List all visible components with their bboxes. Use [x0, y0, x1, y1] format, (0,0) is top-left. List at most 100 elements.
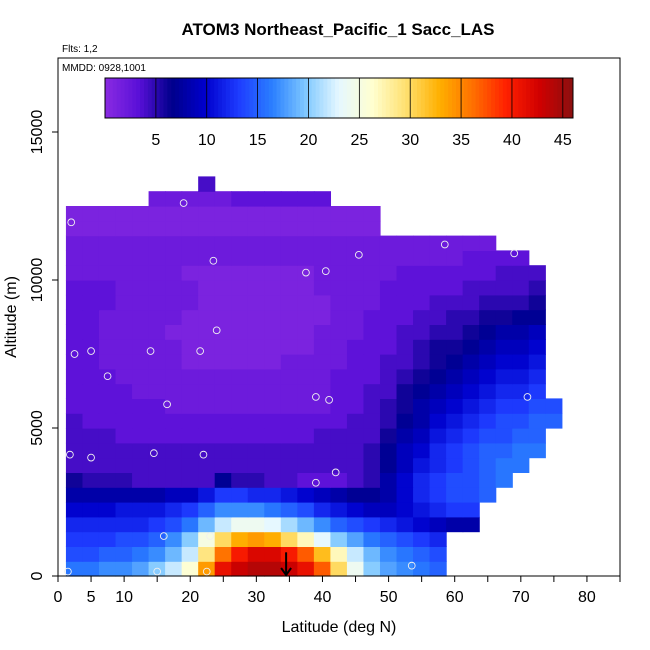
heatmap-cell [165, 516, 183, 533]
sample-point [212, 326, 221, 335]
heatmap-cell [429, 250, 447, 266]
heatmap-cell [528, 442, 546, 459]
heatmap-cell [132, 250, 150, 266]
heatmap-cell [495, 309, 513, 325]
heatmap-cell [495, 413, 513, 429]
heatmap-cell [413, 516, 431, 533]
colorbar-swatch [233, 78, 239, 118]
heatmap-cell [313, 191, 332, 207]
heatmap-cell [214, 324, 232, 340]
heatmap-cell [429, 457, 447, 473]
heatmap-cell [198, 191, 216, 207]
heatmap-cell [148, 220, 166, 237]
heatmap-cell [165, 531, 183, 547]
y-tick-label: 0 [29, 571, 46, 580]
heatmap-cell [429, 354, 447, 370]
colorbar-swatch [502, 78, 508, 118]
heatmap-cell [165, 191, 183, 207]
heatmap-cell [330, 472, 348, 488]
heatmap-cell [198, 280, 216, 296]
heatmap-cell [330, 487, 348, 503]
heatmap-cell [413, 428, 431, 444]
sample-point [209, 256, 218, 265]
heatmap-cell [280, 265, 298, 281]
x-tick-label: 10 [115, 589, 133, 606]
y-tick-label: 15000 [29, 110, 46, 155]
heatmap-cell [98, 309, 117, 325]
heatmap-cell [346, 428, 365, 444]
colorbar-swatch [370, 78, 375, 118]
heatmap-cell [115, 324, 133, 340]
heatmap-cell [165, 309, 183, 325]
heatmap-cell [313, 324, 332, 340]
heatmap-cell [379, 516, 398, 533]
heatmap-cell [379, 398, 398, 414]
heatmap-cell [115, 354, 133, 370]
heatmap-cell [214, 413, 232, 429]
heatmap-cell [231, 531, 249, 547]
heatmap-cell [313, 220, 332, 237]
heatmap-cell [363, 206, 381, 222]
heatmap-cell [379, 442, 398, 459]
colorbar-swatch [331, 78, 336, 118]
heatmap-cell [198, 383, 216, 399]
heatmap-cell [363, 487, 381, 503]
heatmap-cell [396, 294, 414, 311]
heatmap-cell [297, 294, 315, 311]
sample-point [103, 372, 112, 381]
heatmap-cell [446, 235, 464, 251]
colorbar-swatch [105, 78, 110, 118]
heatmap-cell [247, 546, 265, 562]
heatmap-cell [413, 309, 431, 325]
heatmap-cell [297, 309, 315, 325]
colorbar-swatch [315, 78, 320, 118]
heatmap-cell [280, 309, 298, 325]
heatmap-cell [379, 561, 398, 577]
heatmap-cell [330, 220, 348, 237]
heatmap-cell [429, 442, 447, 459]
heatmap-cell [495, 472, 513, 488]
heatmap-cell [231, 546, 249, 562]
heatmap-cell [528, 324, 546, 340]
heatmap-cell [264, 280, 282, 296]
heatmap-cell [82, 220, 100, 237]
heatmap-cell [198, 235, 216, 251]
colorbar-swatch [140, 78, 145, 118]
heatmap-cell [231, 220, 249, 237]
heatmap-cell [247, 280, 265, 296]
colorbar-swatch [378, 78, 383, 118]
colorbar-tick-label: 5 [151, 132, 160, 149]
heatmap-cell [346, 398, 365, 414]
heatmap-cell [98, 294, 117, 311]
heatmap-cell [413, 235, 431, 251]
heatmap-cell [65, 220, 84, 237]
heatmap-cell [82, 294, 100, 311]
heatmap-cell [413, 413, 431, 429]
heatmap-cell [65, 250, 84, 266]
colorbar-swatch [428, 78, 434, 118]
colorbar-swatch [163, 78, 168, 118]
heatmap-cell [98, 354, 117, 370]
heatmap-cell [98, 442, 117, 459]
heatmap-cell [379, 265, 398, 281]
heatmap-cell [165, 265, 183, 281]
heatmap-cell [165, 339, 183, 355]
heatmap-cell [297, 398, 315, 414]
colorbar-swatch [448, 78, 453, 118]
heatmap-cell [264, 531, 282, 547]
heatmap-cell [264, 324, 282, 340]
heatmap-cell [297, 472, 315, 488]
heatmap-cell [429, 398, 447, 414]
colorbar-swatch [245, 78, 250, 118]
heatmap-cell [479, 235, 497, 251]
heatmap-cell [446, 502, 464, 518]
heatmap-cell [65, 339, 84, 355]
heatmap-cell [231, 265, 249, 281]
heatmap-cell [98, 235, 117, 251]
heatmap-cell [297, 383, 315, 399]
heatmap-cell [214, 220, 232, 237]
heatmap-cell [346, 516, 365, 533]
colorbar-swatch [463, 78, 469, 118]
heatmap-cell [82, 413, 100, 429]
heatmap-cell [297, 206, 315, 222]
